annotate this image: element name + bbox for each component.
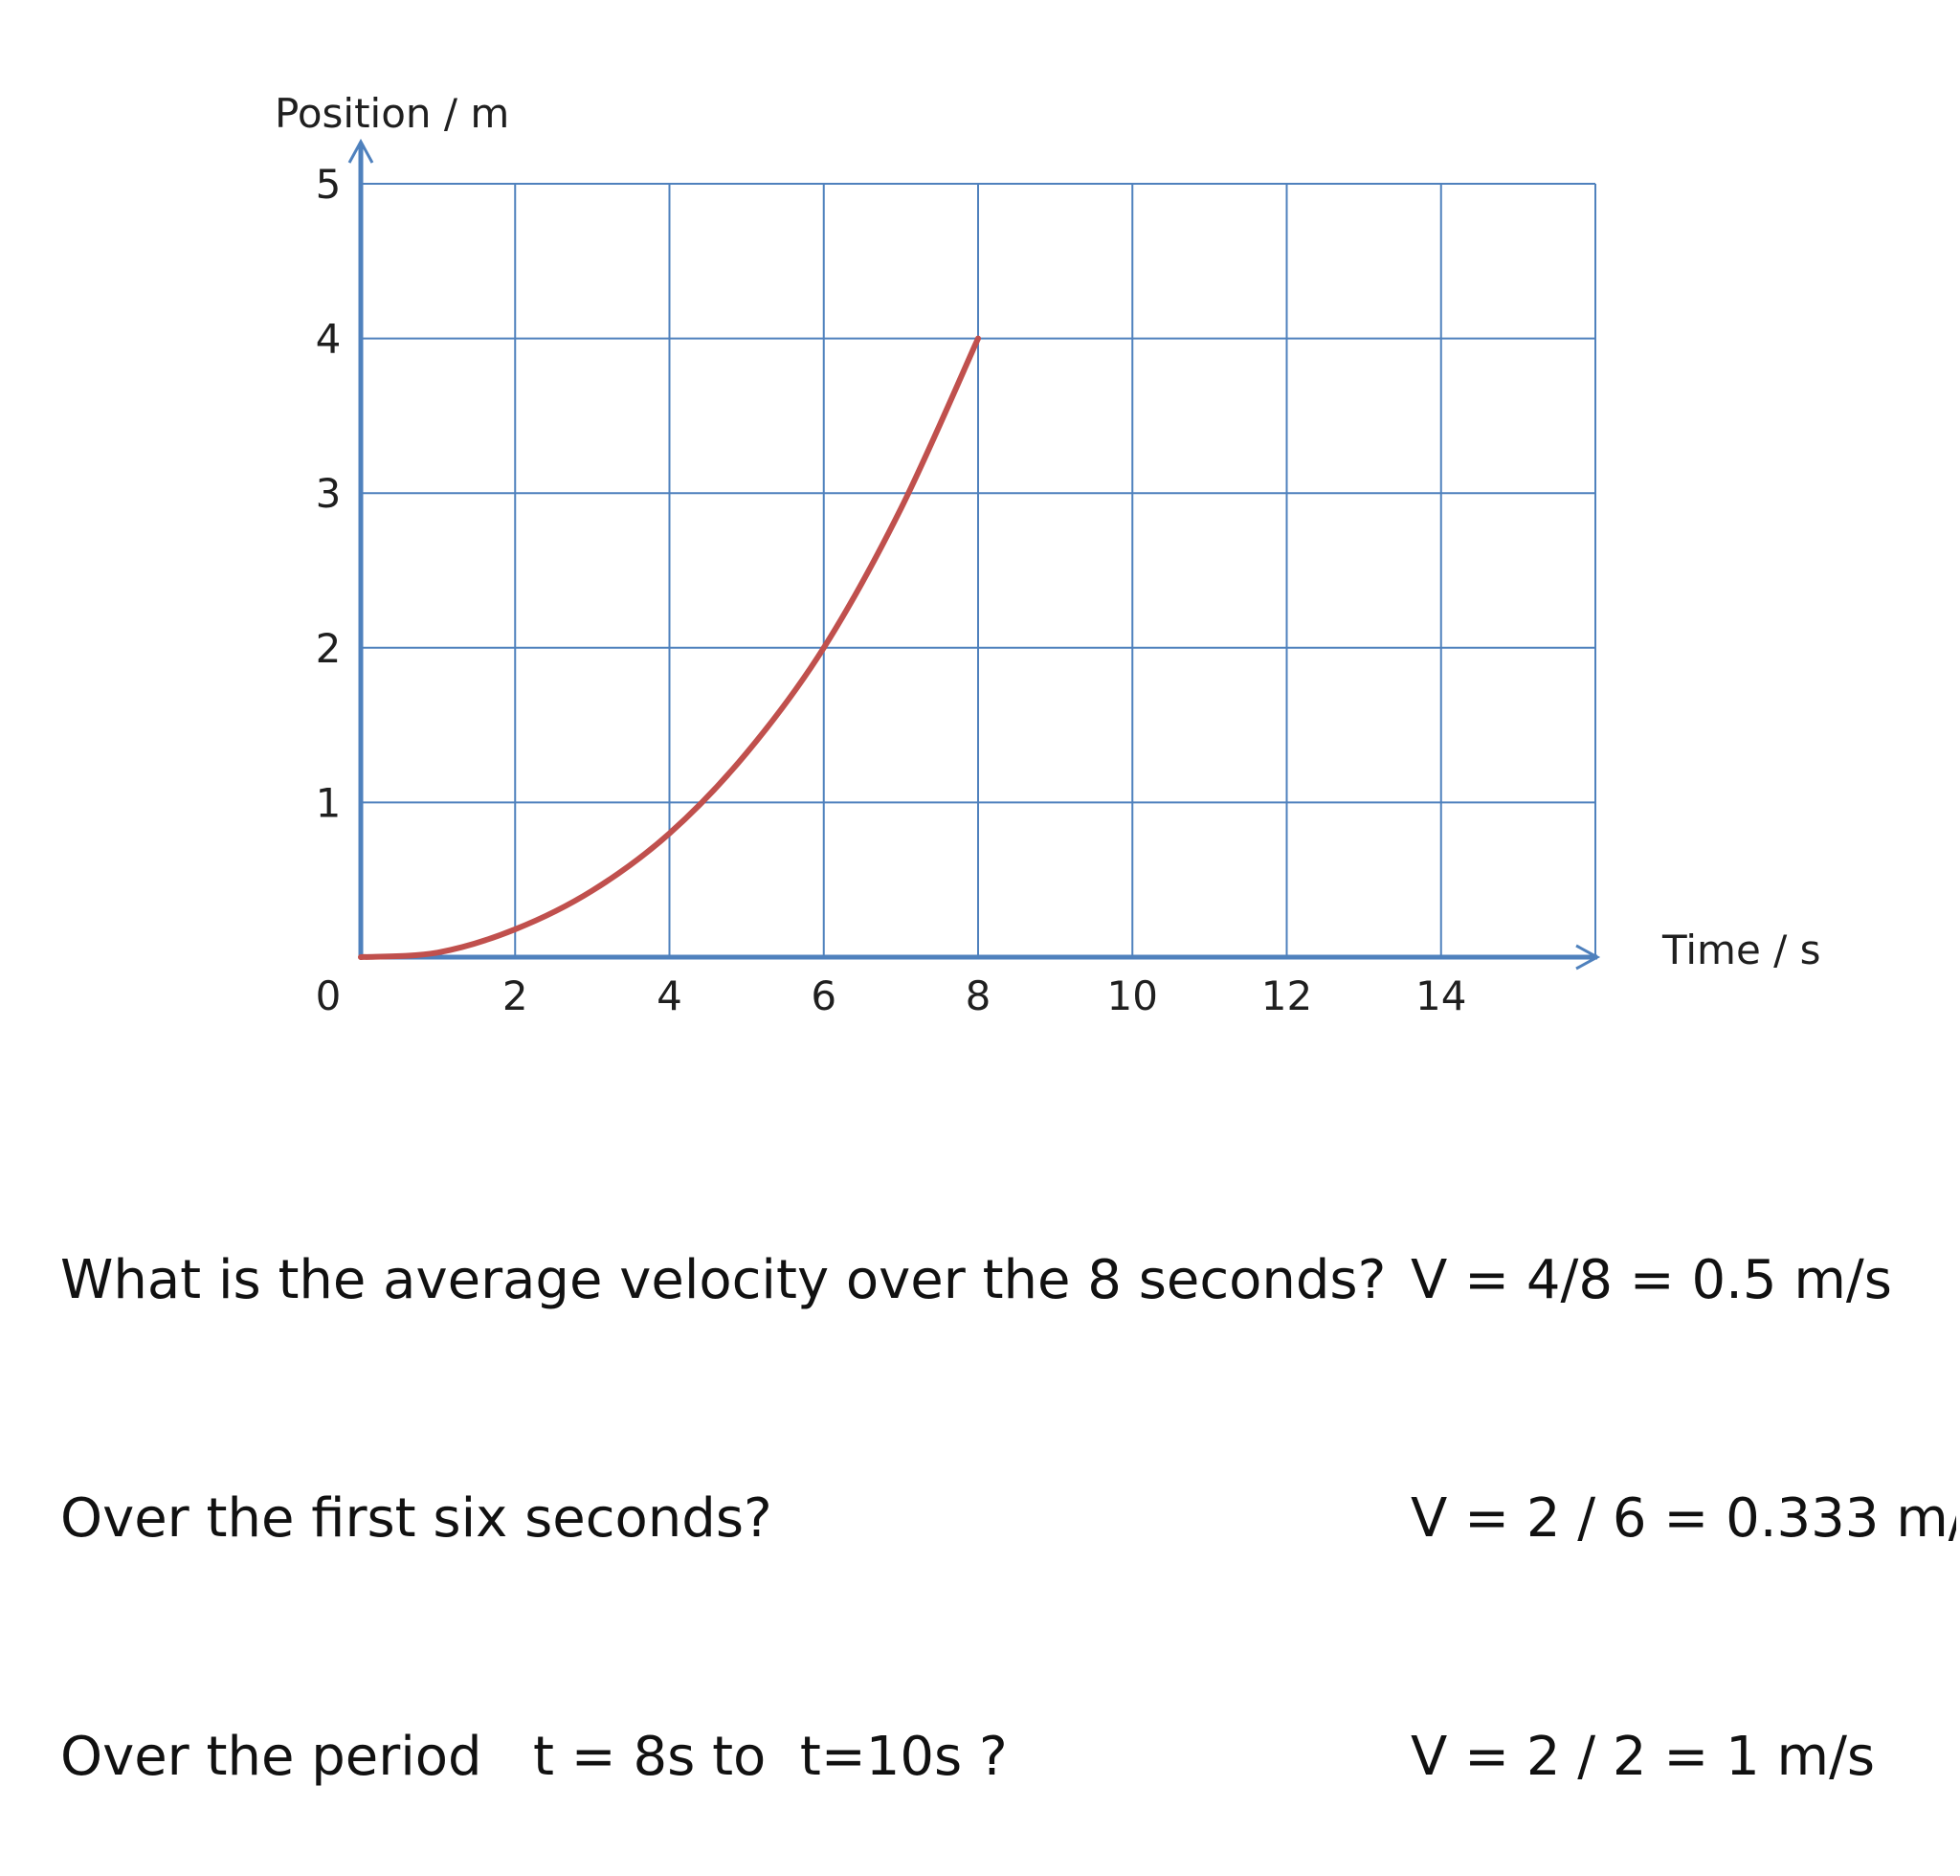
x-tick-label: 14 bbox=[1415, 972, 1466, 1019]
y-tick-label: 5 bbox=[316, 161, 342, 208]
x-tick-label: 8 bbox=[966, 972, 991, 1019]
x-tick-label: 10 bbox=[1107, 972, 1158, 1019]
axes bbox=[347, 138, 1601, 971]
question-1: What is the average velocity over the 8 … bbox=[60, 1249, 1387, 1311]
y-tick-label: 3 bbox=[316, 470, 342, 517]
answer-3: V = 2 / 2 = 1 m/s bbox=[1411, 1726, 1876, 1788]
grid bbox=[361, 183, 1596, 957]
x-tick-label: 12 bbox=[1261, 972, 1312, 1019]
y-axis-arrow-icon bbox=[347, 138, 374, 164]
y-tick-label: 4 bbox=[316, 316, 342, 363]
x-tick-label: 0 bbox=[316, 972, 342, 1019]
question-2: Over the first six seconds? bbox=[60, 1487, 772, 1550]
series-line bbox=[358, 335, 981, 960]
question-list: What is the average velocity over the 8 … bbox=[60, 1082, 1400, 1876]
question-3: Over the period t = 8s to t=10s ? bbox=[60, 1726, 1008, 1788]
x-axis-title: Time / s bbox=[1661, 927, 1821, 973]
y-tick-label: 1 bbox=[316, 779, 342, 826]
x-tick-label: 4 bbox=[657, 972, 682, 1019]
series bbox=[358, 335, 981, 960]
answer-1: V = 4/8 = 0.5 m/s bbox=[1411, 1249, 1892, 1311]
answer-list: V = 4/8 = 0.5 m/s V = 2 / 6 = 0.333 m/s … bbox=[1411, 1082, 1956, 1876]
answer-2: V = 2 / 6 = 0.333 m/s bbox=[1411, 1487, 1956, 1550]
x-tick-label: 2 bbox=[502, 972, 528, 1019]
x-tick-label: 6 bbox=[811, 972, 836, 1019]
y-tick-label: 2 bbox=[316, 625, 342, 672]
x-axis-arrow-icon bbox=[1575, 944, 1601, 971]
y-axis-title: Position / m bbox=[275, 90, 509, 137]
